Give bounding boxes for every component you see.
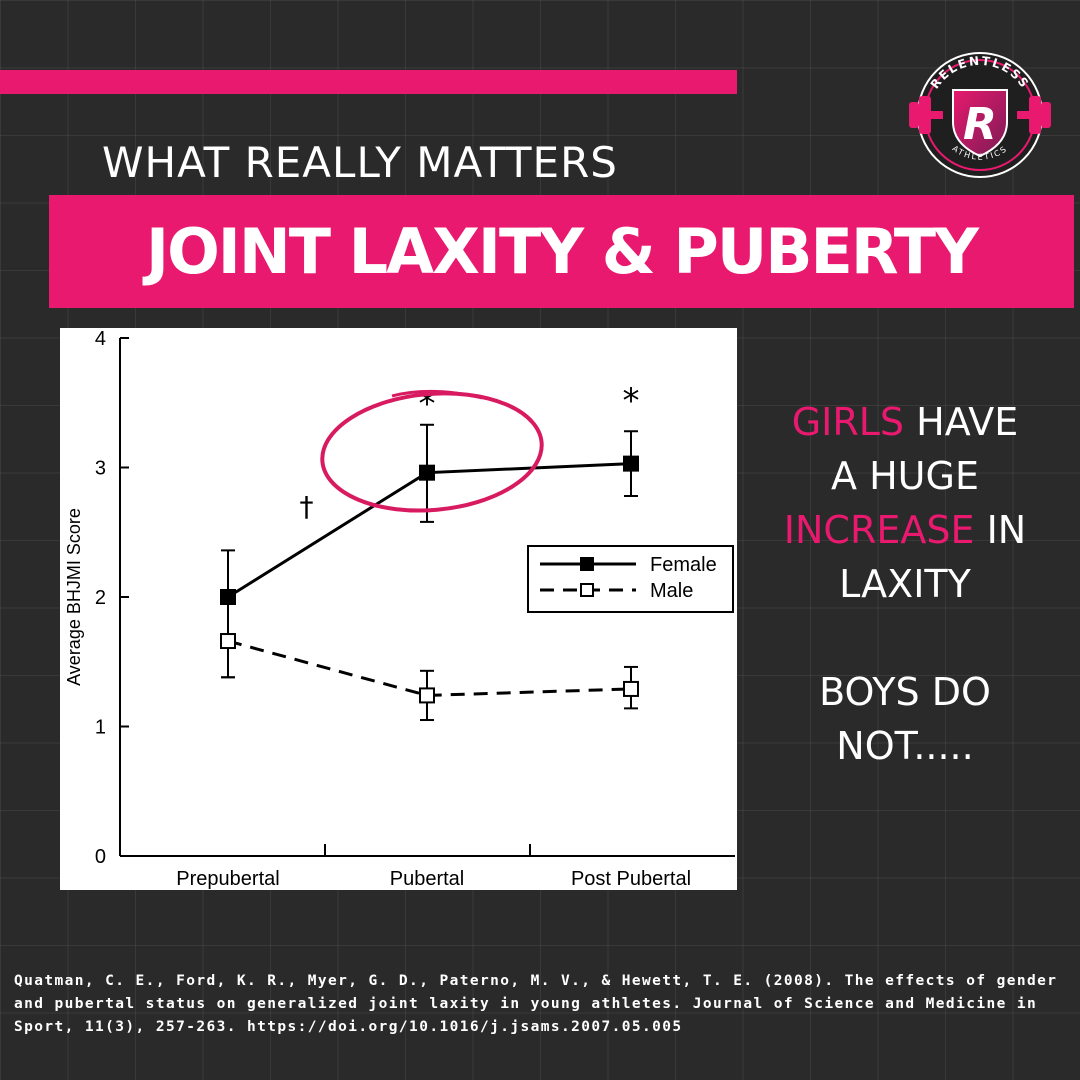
callout-increase: INCREASE bbox=[783, 508, 975, 552]
dumbbell-right-icon bbox=[1017, 96, 1051, 134]
dumbbell-left-icon bbox=[909, 96, 943, 134]
marker-male-0 bbox=[220, 633, 236, 650]
callout-text: GIRLS HAVE A HUGE INCREASE IN LAXITY BOY… bbox=[745, 395, 1065, 773]
callout-have: HAVE bbox=[904, 400, 1019, 444]
marker-female-1 bbox=[419, 464, 435, 481]
y-tick-label-0: 0 bbox=[95, 846, 106, 868]
callout-line-3: INCREASE IN bbox=[745, 503, 1065, 557]
y-tick-label-2: 2 bbox=[95, 587, 106, 609]
citation: Quatman, C. E., Ford, K. R., Myer, G. D.… bbox=[14, 973, 1058, 1035]
page-title: JOINT LAXITY & PUBERTY bbox=[146, 215, 979, 288]
callout-line-4: LAXITY bbox=[839, 562, 971, 606]
legend-marker-female bbox=[580, 557, 594, 571]
y-tick-label-3: 3 bbox=[95, 458, 106, 480]
y-axis-label: Average BHJMI Score bbox=[64, 508, 84, 686]
top-accent-bar bbox=[0, 70, 737, 94]
callout-girls: GIRLS bbox=[791, 400, 905, 444]
subtitle: WHAT REALLY MATTERS bbox=[102, 138, 618, 187]
annotation-0: * bbox=[419, 384, 436, 424]
x-tick-label-0: Prepubertal bbox=[176, 868, 279, 890]
x-tick-label-2: Post Pubertal bbox=[571, 868, 691, 890]
legend-marker-male bbox=[580, 583, 594, 597]
annotation-1: * bbox=[623, 381, 640, 421]
callout-in: IN bbox=[974, 508, 1027, 552]
series-line-male bbox=[227, 639, 632, 697]
callout-line-1: GIRLS HAVE bbox=[745, 395, 1065, 449]
laxity-chart: 0 1 2 3 4 Prepubertal Pubertal Post Pubertal Ave… bbox=[64, 328, 735, 890]
callout-line-6: NOT..... bbox=[836, 724, 974, 768]
annotation-2: † bbox=[300, 490, 314, 523]
y-tick-label-4: 4 bbox=[95, 328, 106, 350]
title-banner: JOINT LAXITY & PUBERTY bbox=[49, 195, 1074, 308]
x-tick-label-1: Pubertal bbox=[390, 868, 465, 890]
legend-label-male: Male bbox=[650, 580, 693, 602]
shield-icon bbox=[952, 89, 1008, 158]
marker-female-0 bbox=[220, 589, 236, 605]
callout-line-2: A HUGE bbox=[831, 454, 979, 498]
marker-male-1 bbox=[419, 687, 435, 704]
y-tick-label-1: 1 bbox=[95, 717, 106, 739]
highlight-circle bbox=[320, 391, 544, 513]
logo-letter: R bbox=[963, 99, 997, 150]
marker-female-2 bbox=[623, 455, 639, 472]
highlight-stroke-tail bbox=[391, 389, 483, 400]
marker-male-2 bbox=[623, 680, 639, 697]
chart-container: 0 1 2 3 4 Prepubertal Pubertal Post Pubertal Ave… bbox=[60, 328, 737, 890]
callout-spacer bbox=[745, 611, 1065, 665]
callout-line-5: BOYS DO bbox=[819, 670, 991, 714]
legend-box bbox=[527, 545, 734, 613]
legend-label-female: Female bbox=[650, 554, 717, 576]
relentless-athletics-logo: R RELENTLESS ATHLETICS bbox=[909, 52, 1051, 178]
